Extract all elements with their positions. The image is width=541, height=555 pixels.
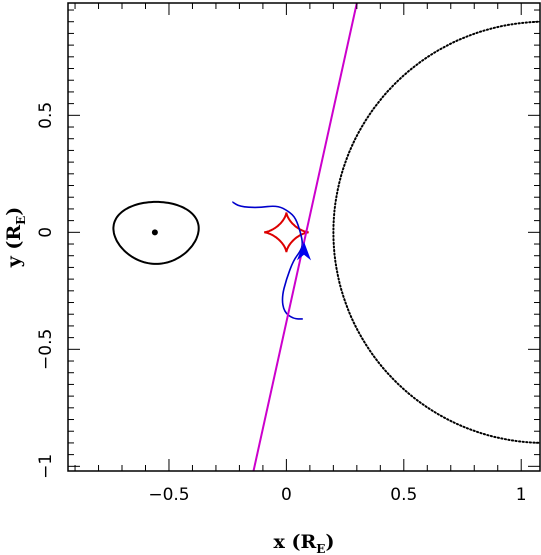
axis-ticks bbox=[68, 3, 540, 471]
source-trajectory bbox=[252, 3, 358, 471]
y-axis-label-sub: E bbox=[14, 216, 28, 225]
x-tick-label: 0.5 bbox=[390, 485, 417, 505]
x-tick-label: −0.5 bbox=[148, 485, 189, 505]
perturbation-path bbox=[231, 201, 304, 320]
central-caustic bbox=[264, 212, 309, 253]
y-axis-label-main: y (R bbox=[3, 225, 25, 269]
plot-frame bbox=[67, 2, 541, 472]
planetary-caustic-loop bbox=[112, 200, 200, 265]
x-tick-label: 1 bbox=[516, 485, 527, 505]
y-axis-label: y (RE) bbox=[3, 207, 28, 269]
plot-area bbox=[112, 3, 540, 471]
einstein-ring-arc bbox=[332, 20, 540, 444]
y-axis-label-close: ) bbox=[3, 207, 25, 216]
lens-point bbox=[151, 229, 158, 236]
y-tick-label: 0.5 bbox=[36, 102, 56, 129]
x-axis-label-main: x (R bbox=[274, 531, 317, 553]
x-axis-label-sub: E bbox=[316, 542, 325, 555]
direction-arrow bbox=[296, 241, 312, 261]
x-axis-label: x (RE) bbox=[274, 531, 335, 555]
y-tick-label: 0 bbox=[36, 227, 56, 238]
y-tick-label: −0.5 bbox=[36, 329, 56, 370]
tick-labels: −0.5 0 0.5 1 −1 −0.5 0 0.5 bbox=[36, 102, 527, 505]
x-axis-label-close: ) bbox=[325, 531, 334, 553]
y-tick-label: −1 bbox=[36, 454, 56, 479]
x-tick-label: 0 bbox=[281, 485, 292, 505]
